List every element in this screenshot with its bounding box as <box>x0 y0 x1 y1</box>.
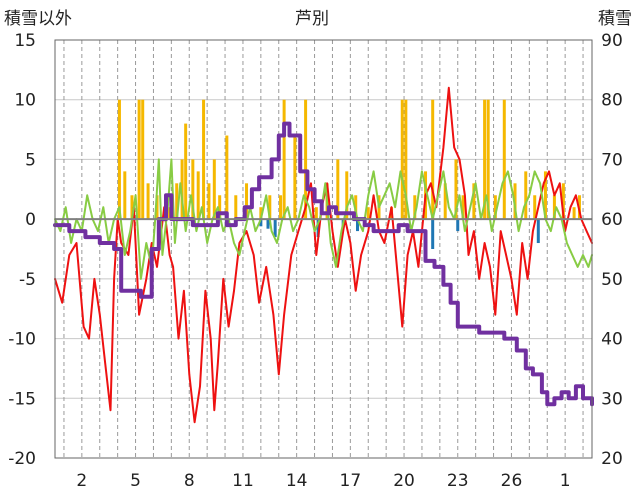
x-tick-label: 17 <box>340 471 362 491</box>
right-axis-title: 積雪 <box>598 9 632 29</box>
y-left-tick-label: -10 <box>8 330 36 350</box>
frame-layer <box>54 39 593 459</box>
precipitation-bar <box>191 159 195 220</box>
negative_bars-bar <box>259 219 263 227</box>
y-right-tick-label: 90 <box>601 31 623 51</box>
negative_bars-bar <box>431 219 435 249</box>
precipitation-bar <box>234 195 238 220</box>
x-tick-label: 1 <box>560 471 571 491</box>
x-tick-label: 20 <box>393 471 415 491</box>
precipitation-bar <box>218 195 222 220</box>
precipitation-bar <box>314 207 318 220</box>
y-right-tick-label: 20 <box>601 449 623 469</box>
precipitation-bar <box>543 171 547 220</box>
precipitation-bar <box>180 159 184 220</box>
y-left-tick-label: 10 <box>14 91 36 111</box>
precipitation-bar <box>123 171 127 220</box>
negative_bars-bar <box>456 219 460 232</box>
y-right-tick-label: 60 <box>601 210 623 230</box>
negative_bars-bar <box>273 219 277 238</box>
y-left-tick-label: -5 <box>19 270 36 290</box>
precipitation-bar <box>431 99 435 220</box>
precipitation-bar <box>293 135 297 220</box>
precipitation-bar <box>345 171 349 220</box>
precipitation-bar <box>336 159 340 220</box>
precipitation-bar <box>443 183 447 220</box>
precipitation-bar <box>141 99 145 220</box>
precipitation-bar <box>461 195 465 220</box>
precipitation-bar <box>304 99 308 220</box>
precipitation-bar <box>207 183 211 220</box>
y-right-tick-label: 70 <box>601 150 623 170</box>
precipitation-bar <box>175 183 179 220</box>
precipitation-bar <box>454 159 458 220</box>
negative_bars-bar <box>356 219 360 232</box>
precipitation-bar <box>552 195 556 220</box>
y-right-tick-label: 40 <box>601 330 623 350</box>
x-tick-label: 23 <box>447 471 469 491</box>
precipitation-bar <box>245 183 249 220</box>
precipitation-bar <box>196 171 200 220</box>
chart-title: 芦別 <box>295 9 329 29</box>
negative_bars-bar <box>536 219 540 244</box>
precipitation-bar <box>268 195 272 220</box>
negative_bars-bar <box>316 219 320 238</box>
precipitation-bar <box>282 99 286 220</box>
precipitation-bar <box>413 195 417 220</box>
precipitation-bar <box>400 99 404 220</box>
precipitation-bar <box>117 99 121 220</box>
y-right-tick-label: 80 <box>601 91 623 111</box>
precipitation-bar <box>279 195 283 220</box>
x-tick-label: 11 <box>232 471 254 491</box>
precipitation-bar <box>404 99 408 220</box>
y-left-tick-label: -15 <box>8 389 36 409</box>
plot-frame <box>54 39 593 459</box>
precipitation-bar <box>524 171 528 220</box>
negative_bars-bar <box>266 219 270 229</box>
precipitation-bar <box>533 195 537 220</box>
x-tick-label: 2 <box>76 471 87 491</box>
precipitation-bar <box>483 99 487 220</box>
y-right-tick-label: 30 <box>601 389 623 409</box>
precipitation-bar <box>184 123 188 220</box>
precipitation-bar <box>130 195 134 220</box>
precipitation-bar <box>137 99 141 220</box>
precipitation-bar <box>212 159 216 220</box>
temperature-line <box>54 86 593 424</box>
precipitation-bar <box>155 195 159 220</box>
precipitation-bar <box>259 207 263 220</box>
precipitation-bar <box>502 99 506 220</box>
lines-layer <box>53 86 594 424</box>
y-left-tick-label: 0 <box>25 210 36 230</box>
labels-layer: 積雪以外 芦別 積雪 151050-5-10-15-20908070605040… <box>4 9 632 491</box>
precipitation-bar <box>493 195 497 220</box>
x-tick-label: 26 <box>501 471 523 491</box>
y-left-tick-label: -20 <box>8 449 36 469</box>
precipitation-bar <box>366 207 370 220</box>
precipitation-bar <box>146 183 150 220</box>
x-tick-label: 5 <box>130 471 141 491</box>
precipitation-bar <box>561 183 565 220</box>
precipitation-bar <box>572 207 576 220</box>
precipitation-bar <box>486 99 490 220</box>
y-right-tick-label: 50 <box>601 270 623 290</box>
y-left-tick-label: 5 <box>25 150 36 170</box>
x-tick-label: 8 <box>184 471 195 491</box>
precipitation-bar <box>472 183 476 220</box>
precipitation-bar <box>225 135 229 220</box>
left-axis-title: 積雪以外 <box>4 9 72 29</box>
precipitation-bar <box>202 99 206 220</box>
y-left-tick-label: 15 <box>14 31 36 51</box>
x-tick-label: 14 <box>286 471 308 491</box>
